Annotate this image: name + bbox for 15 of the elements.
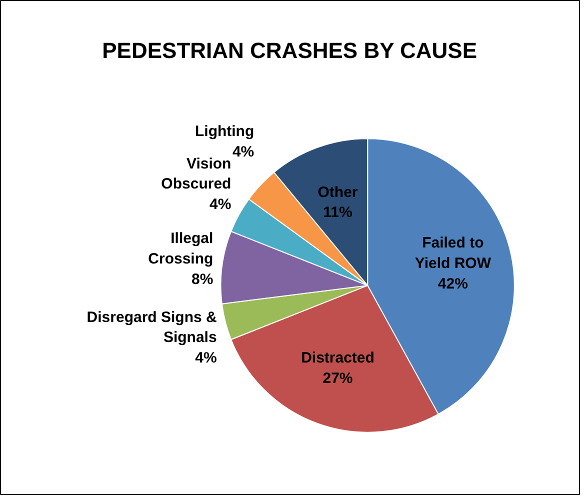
slice-label: Lighting <box>194 122 254 140</box>
slice-label: Distracted <box>301 350 374 367</box>
slice-label: Other <box>318 184 358 201</box>
data-label: 4% <box>210 196 232 214</box>
data-label: 4% <box>195 350 217 367</box>
data-label: 8% <box>191 271 214 288</box>
data-label: 4% <box>232 143 254 160</box>
slice-label: Failed to Yield ROW <box>414 234 492 272</box>
chart-title: PEDESTRIAN CRASHES BY CAUSE <box>102 38 478 63</box>
data-label: 11% <box>323 204 352 222</box>
data-label: 42% <box>438 275 468 292</box>
slice-label: Illegal Crossing <box>148 230 214 268</box>
data-label: 27% <box>322 370 353 388</box>
slice-label: Disregard Signs & Signals <box>86 308 217 346</box>
slice-label: Vision Obscured <box>161 155 232 193</box>
